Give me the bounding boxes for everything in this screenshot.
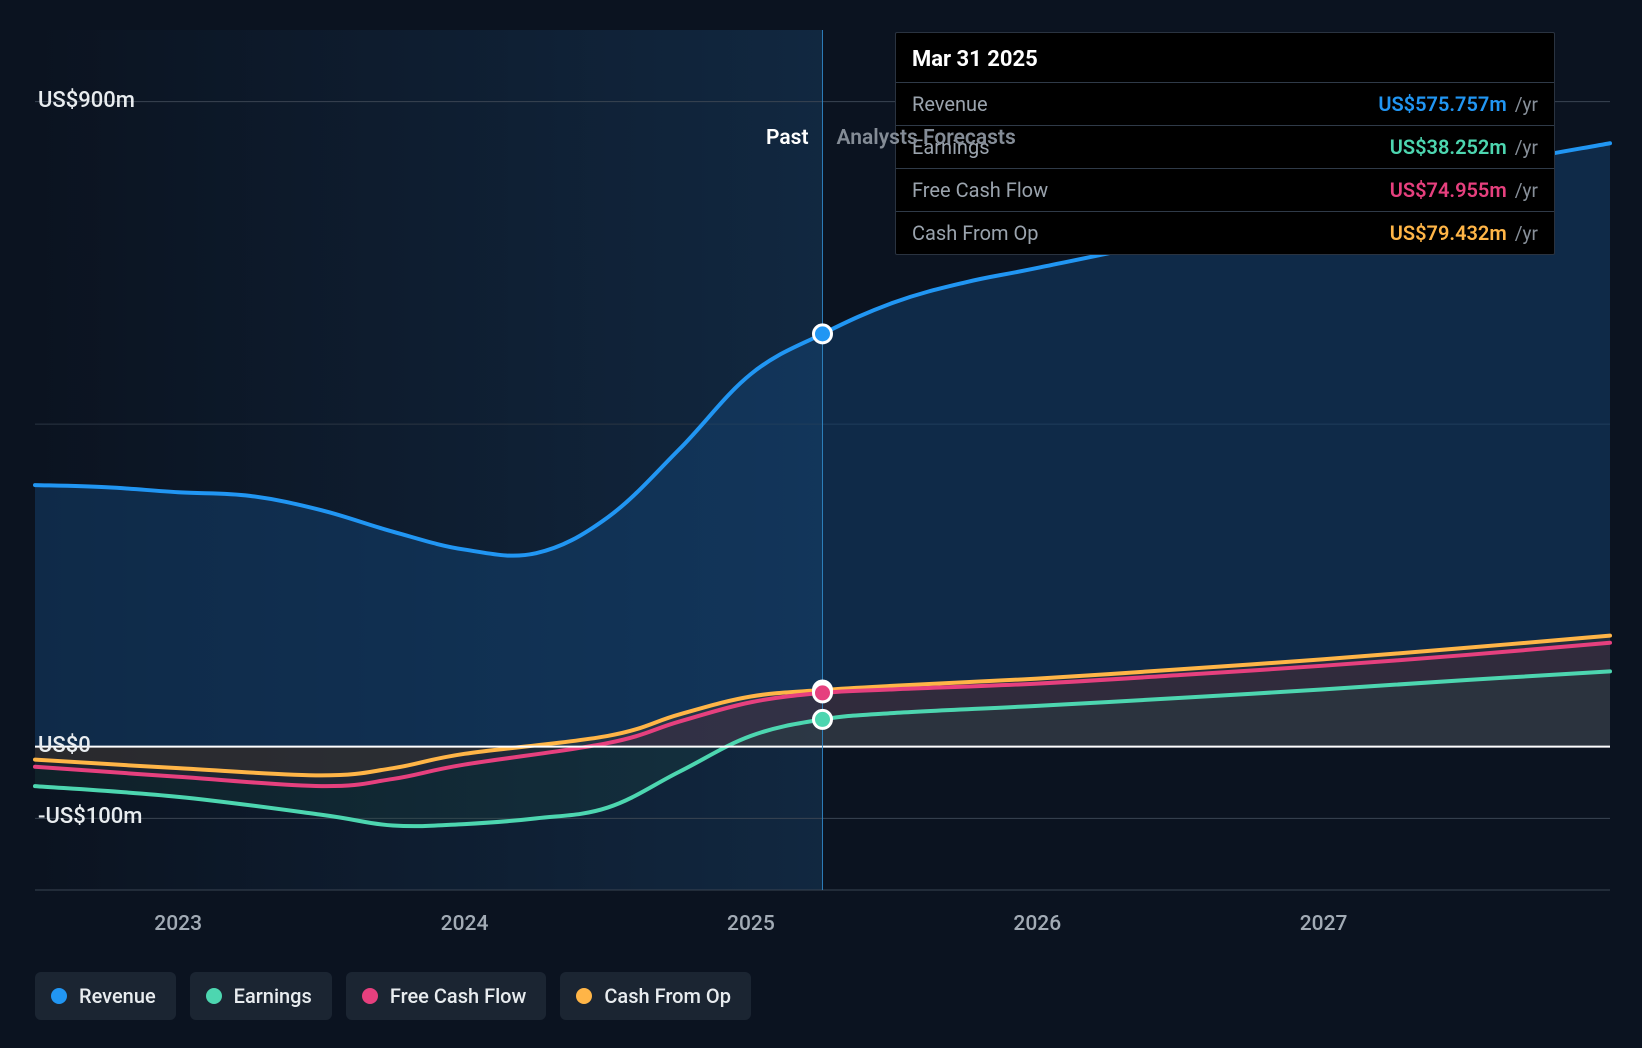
legend-swatch-icon	[51, 988, 67, 1004]
tooltip-row-value: US$38.252m	[1390, 135, 1507, 159]
tooltip-row: Cash From Op US$79.432m/yr	[896, 212, 1554, 254]
legend-item-label: Earnings	[234, 984, 312, 1008]
legend-item-cash_from_op[interactable]: Cash From Op	[560, 972, 751, 1020]
legend-item-earnings[interactable]: Earnings	[190, 972, 332, 1020]
legend-item-label: Free Cash Flow	[390, 984, 527, 1008]
legend-swatch-icon	[206, 988, 222, 1004]
tooltip-row-value: US$79.432m	[1390, 221, 1507, 245]
x-axis-tick-label: 2024	[441, 912, 489, 936]
legend-item-label: Revenue	[79, 984, 156, 1008]
tooltip-row-label: Revenue	[912, 92, 988, 116]
tooltip-row: Free Cash Flow US$74.955m/yr	[896, 169, 1554, 212]
legend-item-free_cash_flow[interactable]: Free Cash Flow	[346, 972, 547, 1020]
legend-item-revenue[interactable]: Revenue	[35, 972, 176, 1020]
tooltip-row-value: US$74.955m	[1390, 178, 1507, 202]
legend-swatch-icon	[576, 988, 592, 1004]
tooltip-rows: RevenueUS$575.757m/yrEarningsUS$38.252m/…	[896, 83, 1554, 254]
tooltip-row-unit: /yr	[1515, 179, 1538, 202]
legend-item-label: Cash From Op	[604, 984, 731, 1008]
financials-forecast-chart: Mar 31 2025 Revenue US$575.757m/yr Earning…	[0, 0, 1642, 1048]
y-axis-tick-label: -US$100m	[38, 804, 142, 829]
tooltip-row-label: Free Cash Flow	[912, 178, 1048, 202]
tooltip-row: Revenue US$575.757m/yr	[896, 83, 1554, 126]
tooltip-row-value: US$575.757m	[1378, 92, 1506, 116]
tooltip-row-unit: /yr	[1515, 222, 1538, 245]
x-axis-tick-label: 2023	[154, 912, 202, 936]
tooltip-date: Mar 31 2025	[896, 33, 1554, 83]
legend: Revenue Earnings Free Cash Flow Cash From O…	[35, 972, 751, 1020]
x-axis-tick-label: 2025	[727, 912, 775, 936]
tooltip-row-unit: /yr	[1515, 136, 1538, 159]
x-axis-tick-label: 2026	[1013, 912, 1061, 936]
past-region-label: Past	[766, 126, 809, 150]
y-axis-tick-label: US$900m	[38, 88, 135, 113]
forecast-region-label: Analysts Forecasts	[837, 126, 1016, 150]
y-axis-tick-label: US$0	[38, 733, 91, 758]
x-axis-tick-label: 2027	[1300, 912, 1348, 936]
tooltip-row-unit: /yr	[1515, 93, 1538, 116]
legend-swatch-icon	[362, 988, 378, 1004]
tooltip-row-label: Cash From Op	[912, 221, 1038, 245]
